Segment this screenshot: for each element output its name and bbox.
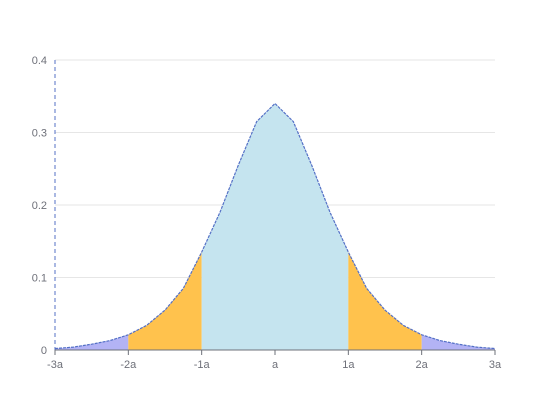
- band-1: [128, 252, 202, 350]
- y-tick-label-3: 0.3: [32, 128, 47, 140]
- x-tick-label-1: -2a: [120, 359, 137, 371]
- x-tick-label-4: 1a: [342, 359, 355, 371]
- area-bands: [55, 103, 495, 350]
- x-tick-label-3: a: [272, 359, 279, 371]
- y-tick-label-1: 0.1: [32, 273, 47, 285]
- x-axis-ticks: -3a -2a -1a a 1a 2a 3a: [47, 350, 502, 371]
- band-4: [421, 334, 495, 350]
- y-tick-label-0: 0: [41, 345, 47, 357]
- y-tick-label-2: 0.2: [32, 200, 47, 212]
- band-0: [55, 334, 129, 350]
- x-tick-label-0: -3a: [47, 359, 64, 371]
- curve-line: [54, 102, 496, 350]
- x-tick-label-2: -1a: [194, 359, 211, 371]
- band-2: [201, 103, 349, 350]
- y-tick-label-4: 0.4: [32, 55, 47, 67]
- x-tick-label-6: 3a: [489, 359, 502, 371]
- series-line: [54, 102, 496, 350]
- x-tick-label-5: 2a: [416, 359, 429, 371]
- band-3: [348, 252, 422, 350]
- y-axis-ticks: 0 0.1 0.2 0.3 0.4: [32, 55, 47, 357]
